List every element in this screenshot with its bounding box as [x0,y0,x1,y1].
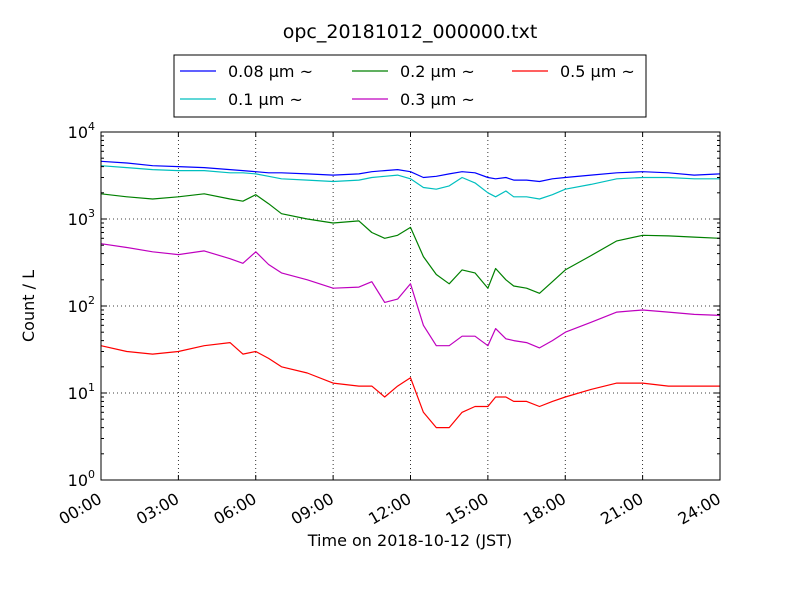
legend-box [173,54,647,118]
series-line-2 [100,193,721,294]
chart-title: opc_20181012_000000.txt [283,21,538,43]
y-tick-label: 102 [68,294,95,316]
legend-label: 0.08 μm ~ [228,62,313,81]
legend: 0.08 μm ~ 0.1 μm ~ 0.2 μm ~ 0.3 μm ~ 0.5 μm … [173,54,647,118]
legend-label: 0.5 μm ~ [560,62,635,81]
series-line-3 [100,243,721,349]
series-lines [100,160,721,429]
y-axis-label: Count / L [19,270,38,342]
y-tick-label: 104 [68,120,95,142]
legend-label: 0.3 μm ~ [400,90,475,109]
y-tick-label: 100 [68,468,95,490]
series-line-4 [100,342,720,429]
y-tick-label: 101 [68,381,95,403]
x-axis-label: Time on 2018-10-12 (JST) [307,531,512,550]
legend-label: 0.1 μm ~ [228,90,303,109]
legend-label: 0.2 μm ~ [400,62,475,81]
y-axis: 100 101 102 103 104 [68,120,720,490]
y-tick-label: 103 [68,207,95,229]
series-line-0 [100,160,721,183]
series-line-1 [100,165,720,200]
